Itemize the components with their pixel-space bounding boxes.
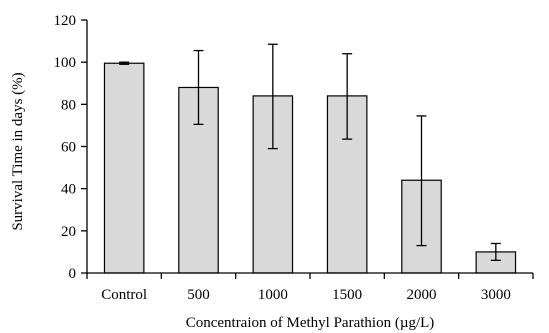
y-tick-label: 60	[61, 140, 76, 156]
y-tick-label: 100	[54, 55, 77, 71]
x-tick-label-control: Control	[101, 287, 147, 303]
y-axis-title: Survival Time in days (%)	[10, 72, 26, 230]
x-tick-label-1000: 1000	[258, 287, 288, 303]
error-bar-500	[193, 49, 204, 126]
x-tick-label-1500: 1500	[332, 287, 362, 303]
error-bar-1000	[267, 43, 278, 150]
x-tick-label-500: 500	[187, 287, 210, 303]
y-tick-label: 0	[69, 266, 77, 282]
y-tick-label: 120	[54, 13, 77, 29]
x-ticks-layer: Control 500 1000 1500 2000 3000	[86, 273, 534, 303]
bars-layer	[103, 62, 517, 274]
error-bars-layer	[119, 43, 501, 262]
x-axis-title: Concentraion of Methyl Parathion (µg/L)	[186, 315, 435, 331]
x-tick-label-3000: 3000	[481, 287, 511, 303]
error-bar-2000	[416, 115, 427, 247]
axes-layer	[86, 20, 533, 274]
y-tick-label: 40	[61, 182, 76, 198]
error-bar-3000	[490, 242, 501, 262]
y-tick-label: 20	[61, 224, 76, 240]
error-bar-1500	[342, 53, 353, 140]
x-tick-label-2000: 2000	[407, 287, 437, 303]
y-ticks-layer: 0 20 40 60 80 100 120	[54, 13, 87, 282]
bar-control	[103, 62, 145, 274]
error-bar-control	[119, 61, 130, 65]
y-tick-label: 80	[61, 97, 76, 113]
